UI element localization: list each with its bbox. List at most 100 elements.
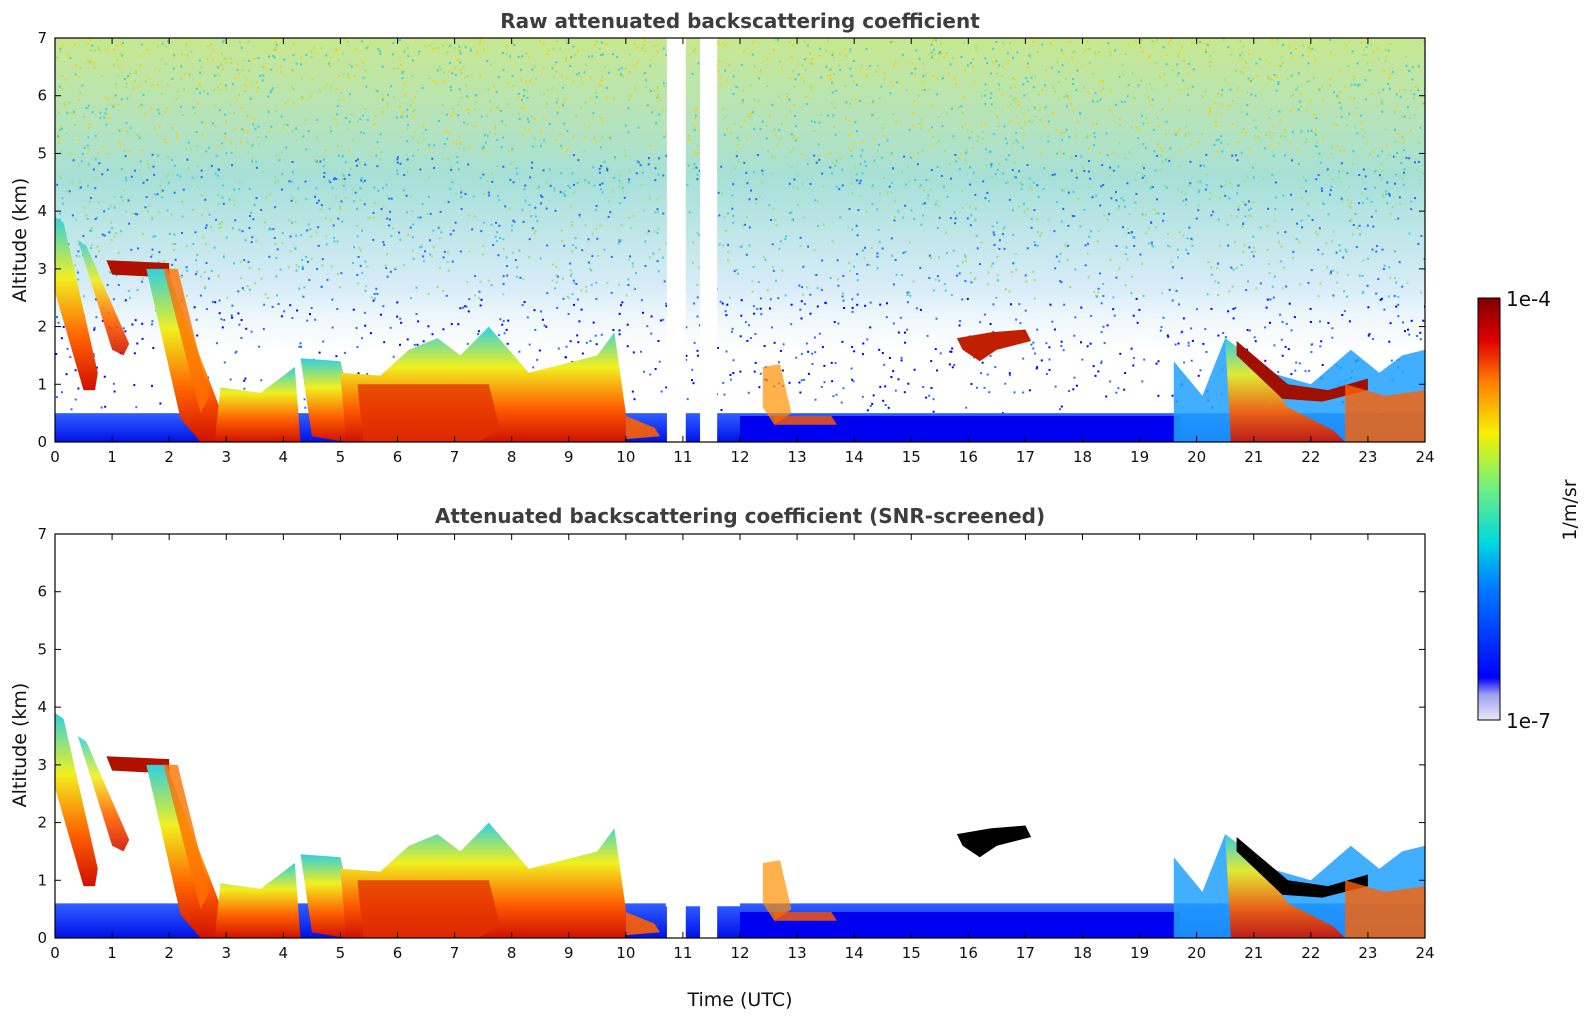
panel-title: Raw attenuated backscattering coefficien… — [500, 9, 980, 33]
noise-background — [55, 38, 1425, 442]
cloud-descending-1 — [55, 712, 98, 887]
cloud-midday — [762, 860, 792, 921]
cloud-low-midday — [774, 416, 837, 425]
x-tick-label: 16 — [959, 944, 978, 962]
evening-cloud-band — [1236, 837, 1368, 898]
y-axis-label: Altitude (km) — [9, 178, 31, 303]
y-tick-label: 6 — [37, 87, 47, 105]
x-tick-label: 13 — [788, 944, 807, 962]
x-tick-label: 19 — [1130, 944, 1149, 962]
y-tick-label: 0 — [37, 433, 47, 451]
x-tick-label: 17 — [1016, 944, 1035, 962]
y-tick-label: 1 — [37, 871, 47, 889]
data-gap — [666, 38, 686, 442]
colorbar: 1e-4 1e-7 1/m/sr — [1477, 287, 1581, 733]
x-tick-label: 23 — [1358, 448, 1377, 466]
heatmap-field — [55, 38, 1425, 442]
colorbar-unit-label: 1/m/sr — [1559, 479, 1581, 540]
raw-backscatter-axes: 0 1 2 3 4 5 6 7 8 9 10 11 12 13 14 15 16 17 18 19 20 21 22 23 24… — [37, 29, 1434, 466]
y-tick-label: 5 — [37, 640, 47, 658]
x-tick-label: 0 — [50, 448, 60, 466]
x-tick-label: 7 — [450, 944, 460, 962]
y-tick-label: 5 — [37, 144, 47, 162]
y-tick-label: 0 — [37, 929, 47, 947]
x-tick-label: 7 — [450, 448, 460, 466]
cloud-low-midday — [774, 912, 837, 921]
panel-title: Attenuated backscattering coefficient (S… — [435, 504, 1045, 528]
y-tick-label: 2 — [37, 318, 47, 336]
x-tick-label: 1 — [107, 944, 117, 962]
x-tick-label: 20 — [1187, 944, 1206, 962]
screened-out — [665, 534, 740, 907]
x-tick-label: 5 — [336, 448, 346, 466]
aerosol-hotspot — [357, 384, 501, 442]
x-tick-label: 15 — [902, 448, 921, 466]
x-tick-label: 20 — [1187, 448, 1206, 466]
x-tick-label: 6 — [393, 448, 403, 466]
x-tick-label: 4 — [279, 944, 289, 962]
y-tick-label: 2 — [37, 814, 47, 832]
y-tick-label: 7 — [37, 525, 47, 543]
cloud-descending-1 — [55, 216, 98, 391]
data-gap — [700, 38, 718, 442]
elevated-layer — [956, 329, 1032, 362]
x-tick-label: 22 — [1301, 448, 1320, 466]
cloud-descending-2 — [77, 240, 130, 356]
x-tick-label: 13 — [788, 448, 807, 466]
y-tick-label: 1 — [37, 375, 47, 393]
x-tick-label: 11 — [673, 944, 692, 962]
x-tick-label: 22 — [1301, 944, 1320, 962]
x-tick-label: 21 — [1244, 448, 1263, 466]
x-tick-label: 2 — [164, 448, 174, 466]
x-tick-label: 1 — [107, 448, 117, 466]
y-tick-label: 3 — [37, 260, 47, 278]
x-tick-label: 14 — [845, 944, 864, 962]
colorbar-max-label: 1e-4 — [1506, 287, 1551, 311]
evening-surface-layer — [1345, 384, 1425, 442]
x-tick-label: 24 — [1415, 944, 1434, 962]
aerosol-tail — [625, 912, 661, 936]
x-tick-label: 8 — [507, 944, 517, 962]
descending-plume-2 — [163, 764, 210, 910]
evening-cloud-band — [1236, 341, 1368, 402]
x-tick-label: 19 — [1130, 448, 1149, 466]
heatmap-field — [55, 534, 1425, 938]
y-tick-label: 6 — [37, 583, 47, 601]
aerosol-hotspot — [357, 880, 501, 938]
y-axis-label: Altitude (km) — [9, 683, 31, 808]
raw-backscatter-plot-area — [55, 38, 1425, 442]
elevated-layer — [956, 825, 1032, 858]
y-tick-label: 4 — [37, 698, 47, 716]
x-tick-label: 5 — [336, 944, 346, 962]
x-tick-label: 8 — [507, 448, 517, 466]
x-tick-label: 18 — [1073, 944, 1092, 962]
x-tick-label: 24 — [1415, 448, 1434, 466]
evening-surface-layer — [1345, 880, 1425, 938]
x-tick-label: 0 — [50, 944, 60, 962]
x-tick-label: 4 — [279, 448, 289, 466]
x-tick-label: 9 — [564, 944, 574, 962]
raw-backscatter-panel: Raw attenuated backscattering coefficien… — [9, 9, 1435, 466]
x-tick-label: 12 — [730, 448, 749, 466]
aerosol-tail — [625, 416, 661, 440]
y-tick-label: 7 — [37, 29, 47, 47]
x-tick-label: 10 — [616, 944, 635, 962]
y-tick-label: 4 — [37, 202, 47, 220]
x-axis-label: Time (UTC) — [686, 989, 792, 1011]
y-tick-label: 3 — [37, 756, 47, 774]
x-tick-label: 17 — [1016, 448, 1035, 466]
x-tick-label: 11 — [673, 448, 692, 466]
aerosol-layer-1 — [214, 367, 301, 442]
x-tick-label: 15 — [902, 944, 921, 962]
x-tick-label: 14 — [845, 448, 864, 466]
x-tick-label: 2 — [164, 944, 174, 962]
aerosol-layer-1 — [214, 863, 301, 938]
x-tick-label: 3 — [221, 448, 231, 466]
x-tick-label: 10 — [616, 448, 635, 466]
x-tick-label: 6 — [393, 944, 403, 962]
colorbar-min-label: 1e-7 — [1506, 709, 1551, 733]
screened-backscatter-panel: Attenuated backscattering coefficient (S… — [9, 504, 1435, 1011]
descending-plume-2 — [163, 268, 210, 414]
x-tick-label: 21 — [1244, 944, 1263, 962]
